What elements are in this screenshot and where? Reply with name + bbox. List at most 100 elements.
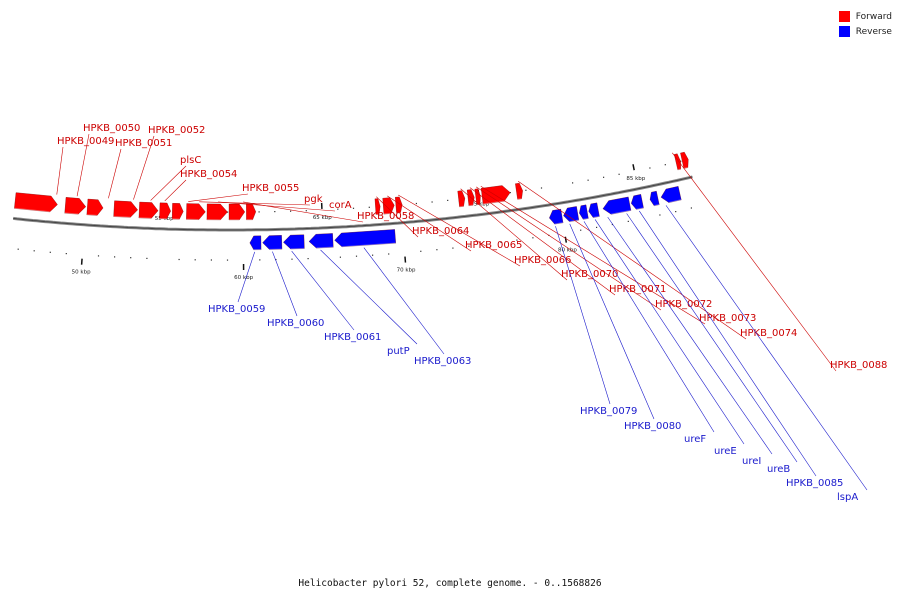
reverse-gene-highlight xyxy=(593,215,600,219)
minor-tick xyxy=(65,253,67,255)
gene-labels: HPKB_0050 HPKB_0049 HPKB_0051 HPKB_0052 plsC… xyxy=(56,123,887,503)
forward-gene-label: HPKB_0088 xyxy=(830,360,887,371)
reverse-gene-leader xyxy=(237,251,256,303)
reverse-gene-label: lspA xyxy=(837,492,858,503)
reverse-gene xyxy=(308,233,334,249)
minor-tick xyxy=(500,241,502,243)
minor-tick xyxy=(17,248,19,250)
forward-gene xyxy=(159,202,171,220)
tick-label: 85 kbp xyxy=(626,176,645,182)
minor-tick xyxy=(436,249,438,251)
reverse-gene-highlight xyxy=(554,222,564,225)
forward-gene xyxy=(480,185,511,205)
forward-gene-leader xyxy=(76,133,90,197)
reverse-gene xyxy=(563,206,580,222)
forward-gene-label: HPKB_0070 xyxy=(561,269,618,280)
forward-gene xyxy=(674,153,681,171)
minor-tick xyxy=(49,251,51,253)
reverse-gene-highlight xyxy=(569,219,580,223)
reverse-gene-highlight xyxy=(342,242,396,248)
forward-gene-label: plsC xyxy=(180,155,201,166)
forward-gene xyxy=(246,203,256,221)
forward-gene-label: HPKB_0058 xyxy=(357,211,414,222)
forward-gene-leader xyxy=(517,181,747,340)
forward-gene-leader xyxy=(376,196,419,238)
reverse-gene xyxy=(549,208,564,225)
backbone-core xyxy=(13,176,693,231)
minor-tick xyxy=(388,253,390,255)
forward-gene-highlight xyxy=(677,168,681,171)
reverse-gene-leader xyxy=(272,251,298,317)
reverse-gene-highlight xyxy=(654,204,660,207)
minor-tick xyxy=(603,176,605,178)
reverse-gene-leader xyxy=(320,249,418,345)
forward-gene-leader xyxy=(398,194,521,267)
reverse-gene-label: ureE xyxy=(714,446,737,457)
forward-gene xyxy=(228,203,245,221)
map-caption: Helicobacter pylori 52, complete genome.… xyxy=(298,578,602,589)
reverse-swatch xyxy=(838,26,850,37)
forward-gene xyxy=(680,151,689,169)
legend-item-reverse: Reverse xyxy=(838,24,892,39)
minor-tick xyxy=(452,247,454,249)
forward-gene-leader xyxy=(133,135,155,200)
forward-gene xyxy=(206,203,228,221)
reverse-gene-label: ureI xyxy=(742,456,761,467)
forward-gene-leader xyxy=(480,186,706,325)
forward-gene-leader xyxy=(199,201,311,206)
minor-tick xyxy=(580,229,582,231)
minor-tick xyxy=(627,220,629,222)
forward-gene-label: HPKB_0055 xyxy=(242,183,299,194)
minor-tick xyxy=(368,206,370,208)
forward-gene-highlight xyxy=(482,200,505,205)
reverse-gene-label: HPKB_0079 xyxy=(580,406,637,417)
minor-tick xyxy=(275,259,277,261)
legend-label-reverse: Reverse xyxy=(855,26,892,37)
reverse-gene-highlight xyxy=(668,199,682,204)
minor-tick xyxy=(305,210,307,212)
forward-gene-highlight xyxy=(14,207,50,213)
tick-label: 75 kbp xyxy=(470,202,489,208)
minor-tick xyxy=(178,258,180,261)
minor-tick xyxy=(33,250,35,252)
reverse-gene xyxy=(588,202,600,218)
reverse-gene-label: ureF xyxy=(684,434,706,445)
major-tick xyxy=(632,164,635,171)
reverse-gene-label: HPKB_0063 xyxy=(414,356,471,367)
reverse-gene-highlight xyxy=(316,246,334,249)
reverse-gene-label: ureB xyxy=(767,464,790,475)
tick-label: 65 kbp xyxy=(313,215,332,221)
minor-tick xyxy=(97,255,100,257)
reverse-gene xyxy=(649,190,660,207)
minor-tick xyxy=(420,250,422,252)
forward-gene-leader xyxy=(150,165,187,201)
major-tick xyxy=(564,236,568,243)
forward-gene-leader xyxy=(218,201,336,212)
reverse-gene xyxy=(334,229,396,248)
minor-tick xyxy=(258,211,260,213)
reverse-gene-label: HPKB_0059 xyxy=(208,304,265,315)
forward-gene-label: HPKB_0074 xyxy=(740,328,797,339)
forward-gene-label: HPKB_0051 xyxy=(115,138,172,149)
forward-gene-label: HPKB_0050 xyxy=(83,123,140,134)
reverse-gene-leader xyxy=(569,223,655,420)
minor-tick xyxy=(274,211,276,213)
minor-tick xyxy=(618,173,620,175)
minor-tick xyxy=(690,207,692,209)
reverse-gene xyxy=(249,235,262,251)
forward-gene xyxy=(113,200,138,218)
minor-tick xyxy=(675,211,677,213)
forward-gene-highlight xyxy=(138,217,152,220)
minor-tick xyxy=(339,256,341,258)
minor-tick xyxy=(587,179,589,181)
forward-gene xyxy=(86,198,104,216)
forward-gene-highlight xyxy=(383,212,392,215)
forward-gene-leader xyxy=(108,148,122,199)
forward-gene-label: pgk xyxy=(304,194,323,205)
minor-tick xyxy=(114,256,116,258)
minor-tick xyxy=(532,237,534,239)
forward-gene xyxy=(14,192,58,213)
reverse-gene-leader xyxy=(363,247,445,355)
